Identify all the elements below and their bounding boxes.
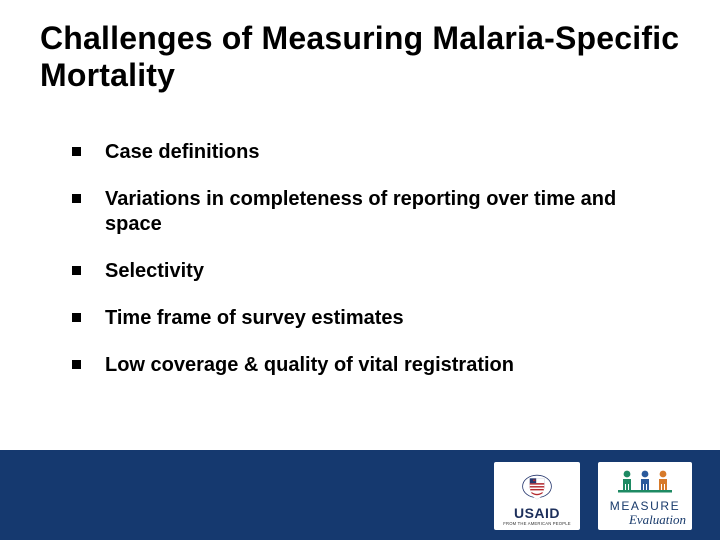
measure-people-icon: [618, 468, 672, 498]
bullet-square-icon: [72, 313, 81, 322]
bullet-square-icon: [72, 194, 81, 203]
usaid-wordmark: USAID: [514, 506, 560, 520]
bullet-square-icon: [72, 266, 81, 275]
bullet-text: Variations in completeness of reporting …: [105, 187, 660, 237]
bullet-item: Case definitions: [72, 140, 660, 165]
bullet-text: Case definitions: [105, 140, 259, 165]
usaid-tagline: FROM THE AMERICAN PEOPLE: [503, 521, 571, 526]
slide: Challenges of Measuring Malaria-Specific…: [0, 0, 720, 540]
measure-wordmark: MEASURE: [610, 500, 681, 512]
slide-title: Challenges of Measuring Malaria-Specific…: [40, 20, 680, 94]
bullet-item: Selectivity: [72, 259, 660, 284]
bullet-square-icon: [72, 147, 81, 156]
bullet-text: Selectivity: [105, 259, 204, 284]
bullet-item: Low coverage & quality of vital registra…: [72, 353, 660, 378]
bullet-item: Variations in completeness of reporting …: [72, 187, 660, 237]
bullet-item: Time frame of survey estimates: [72, 306, 660, 331]
measure-logo: MEASURE Evaluation: [598, 462, 692, 530]
bullet-text: Time frame of survey estimates: [105, 306, 404, 331]
bullet-square-icon: [72, 360, 81, 369]
usaid-shield-icon: [520, 472, 554, 504]
bullet-text: Low coverage & quality of vital registra…: [105, 353, 514, 378]
usaid-logo: USAID FROM THE AMERICAN PEOPLE: [494, 462, 580, 530]
measure-subtext: Evaluation: [629, 513, 686, 526]
bullet-list: Case definitions Variations in completen…: [72, 140, 660, 400]
footer-logos: USAID FROM THE AMERICAN PEOPLE MEASURE E…: [494, 462, 692, 530]
